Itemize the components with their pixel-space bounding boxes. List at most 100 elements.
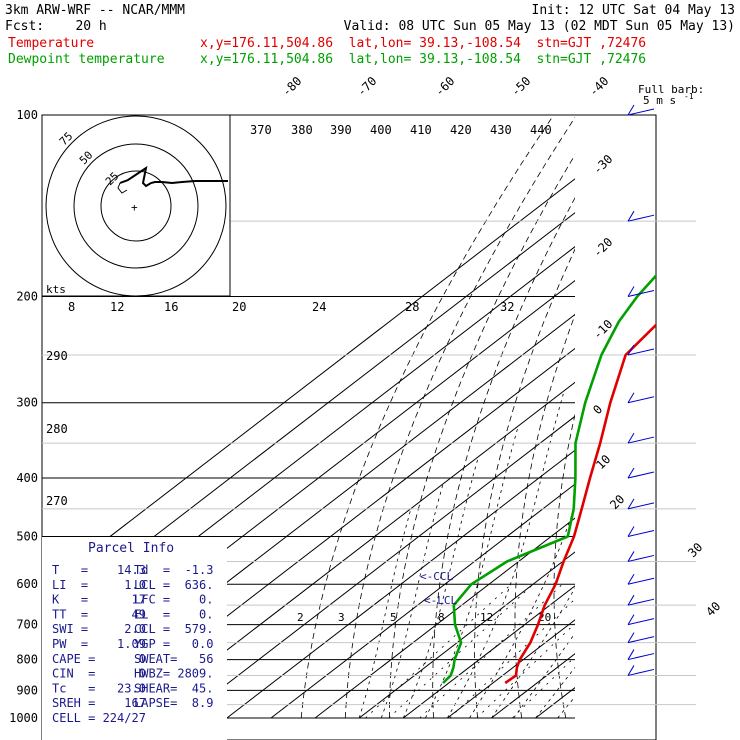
mixing-ratio-label: 8 xyxy=(438,611,445,624)
parcel-info-value: CAPE = 0 xyxy=(52,652,146,666)
isotherm-label: 30 xyxy=(685,540,705,560)
isotherm-line xyxy=(447,619,575,719)
wind-barb xyxy=(627,214,655,222)
parcel-info-value: SREH = 167 xyxy=(52,696,146,710)
valid-time: Valid: 08 UTC Sun 05 May 13 (02 MDT Sun … xyxy=(344,19,735,34)
theta-label: 430 xyxy=(490,123,512,137)
mixing-ratio-label: 3 xyxy=(338,611,345,624)
dry-adiabat xyxy=(629,115,737,718)
parcel-info-value: Td = -1.3 xyxy=(134,563,213,577)
parcel-info-value: SWEAT= 56 xyxy=(134,652,213,666)
legend-dewpoint-location: x,y=176.11,504.86 lat,lon= 39.13,-108.54… xyxy=(200,52,646,67)
mixing-ratio-label: 2 xyxy=(297,611,304,624)
isotherm-line xyxy=(491,653,575,719)
moist-adiabat xyxy=(513,632,575,719)
wind-barb xyxy=(627,471,655,479)
theta-low-label: 270 xyxy=(46,494,68,508)
parcel-info-value: CIN = 0 xyxy=(52,667,146,681)
barb-legend-line1: Full barb: xyxy=(638,83,704,96)
parcel-info-value: Tc = 23.0 xyxy=(52,681,146,695)
moist-adiabat xyxy=(580,297,740,719)
barb-legend-line2: 5 m s xyxy=(643,94,676,107)
moist-adiabat xyxy=(447,393,564,719)
theta-label: 400 xyxy=(370,123,392,137)
wind-barb xyxy=(627,577,655,585)
wind-barb xyxy=(627,636,655,644)
mixing-ratio-label: 12 xyxy=(480,611,493,624)
legend-dewpoint: Dewpoint temperature xyxy=(8,52,165,67)
isotherm-line xyxy=(270,483,575,719)
hodograph-ring-25 xyxy=(100,170,172,242)
isotherm-label: -70 xyxy=(354,74,379,99)
hodograph-trace xyxy=(119,165,228,188)
isotherm-line xyxy=(624,115,740,718)
wind-barb-flag xyxy=(627,344,635,356)
isotherm-label: 0 xyxy=(590,402,605,417)
pressure-label: 900 xyxy=(16,683,38,697)
wind-barb-flag xyxy=(627,467,635,479)
wind-barb xyxy=(627,653,655,661)
wind-barb-flag xyxy=(627,104,635,116)
dewpoint-profile xyxy=(442,273,656,684)
theta-low-label: 280 xyxy=(46,422,68,436)
dry-adiabat xyxy=(474,248,575,719)
theta-label: 370 xyxy=(250,123,272,137)
isotherm-label: -40 xyxy=(586,74,611,99)
pressure-label: 200 xyxy=(16,290,38,304)
moist-adiabat xyxy=(402,457,479,719)
isotherm-line xyxy=(314,517,575,719)
wind-barb xyxy=(627,618,655,626)
mixing-ratio-line xyxy=(512,656,575,719)
isotherm-label: -30 xyxy=(590,152,615,177)
wind-barb xyxy=(627,668,655,676)
wind-barbs xyxy=(627,104,655,676)
theta-label: 390 xyxy=(330,123,352,137)
theta-label: 410 xyxy=(410,123,432,137)
isotherm-line xyxy=(535,687,575,719)
hodograph-ring-75 xyxy=(45,115,227,297)
isotherm-line xyxy=(138,381,575,719)
hodograph-trace-low xyxy=(117,182,128,194)
wind-barb xyxy=(627,290,655,298)
theta-low-label: 290 xyxy=(46,349,68,363)
isotherm-label: -60 xyxy=(432,74,457,99)
theta-label: 380 xyxy=(291,123,313,137)
hodograph-frame xyxy=(41,114,231,297)
pressure-label: 800 xyxy=(16,653,38,667)
isotherm-label: -10 xyxy=(590,317,615,342)
parcel-info-value: LI = 1.0 xyxy=(52,578,146,592)
wind-barb xyxy=(627,348,655,356)
lcl-marker: <-LCL xyxy=(424,594,457,607)
wind-barb-flag xyxy=(627,498,635,510)
dry-adiabat xyxy=(344,116,575,719)
hodograph-origin-mark: + xyxy=(131,201,138,214)
wind-barb-flag xyxy=(627,649,635,660)
wind-barb-flag xyxy=(627,210,635,222)
theta-e-label: 24 xyxy=(312,300,326,314)
moist-adiabat xyxy=(491,587,575,719)
dry-adiabat xyxy=(699,115,740,718)
wind-barb-flag xyxy=(627,632,635,643)
isotherm-line xyxy=(42,178,575,590)
wind-barb xyxy=(627,554,655,562)
dry-adiabat xyxy=(553,413,575,719)
model-title: 3km ARW-WRF -- NCAR/MMM xyxy=(5,3,185,18)
wind-barb-flag xyxy=(627,614,635,625)
parcel-info-value: K = 17 xyxy=(52,593,146,607)
wind-barb xyxy=(627,436,655,444)
pressure-label: 300 xyxy=(16,396,38,410)
hodograph-unit: kts xyxy=(46,283,66,296)
parcel-info-value: EL = 0. xyxy=(134,607,213,621)
isotherm-line xyxy=(226,449,575,719)
wind-barb-flag xyxy=(627,594,635,606)
wind-barb-flag xyxy=(627,392,635,403)
wind-barb-flag xyxy=(627,286,635,297)
dry-adiabat xyxy=(300,115,555,719)
parcel-info-value: SHEAR= 45. xyxy=(134,681,213,695)
parcel-info-value: HWBZ= 2809. xyxy=(134,667,213,681)
theta-label: 440 xyxy=(530,123,552,137)
sounding-profiles xyxy=(442,273,656,685)
theta-e-label: 8 xyxy=(68,300,75,314)
legend-temperature-location: x,y=176.11,504.86 lat,lon= 39.13,-108.54… xyxy=(200,36,646,51)
